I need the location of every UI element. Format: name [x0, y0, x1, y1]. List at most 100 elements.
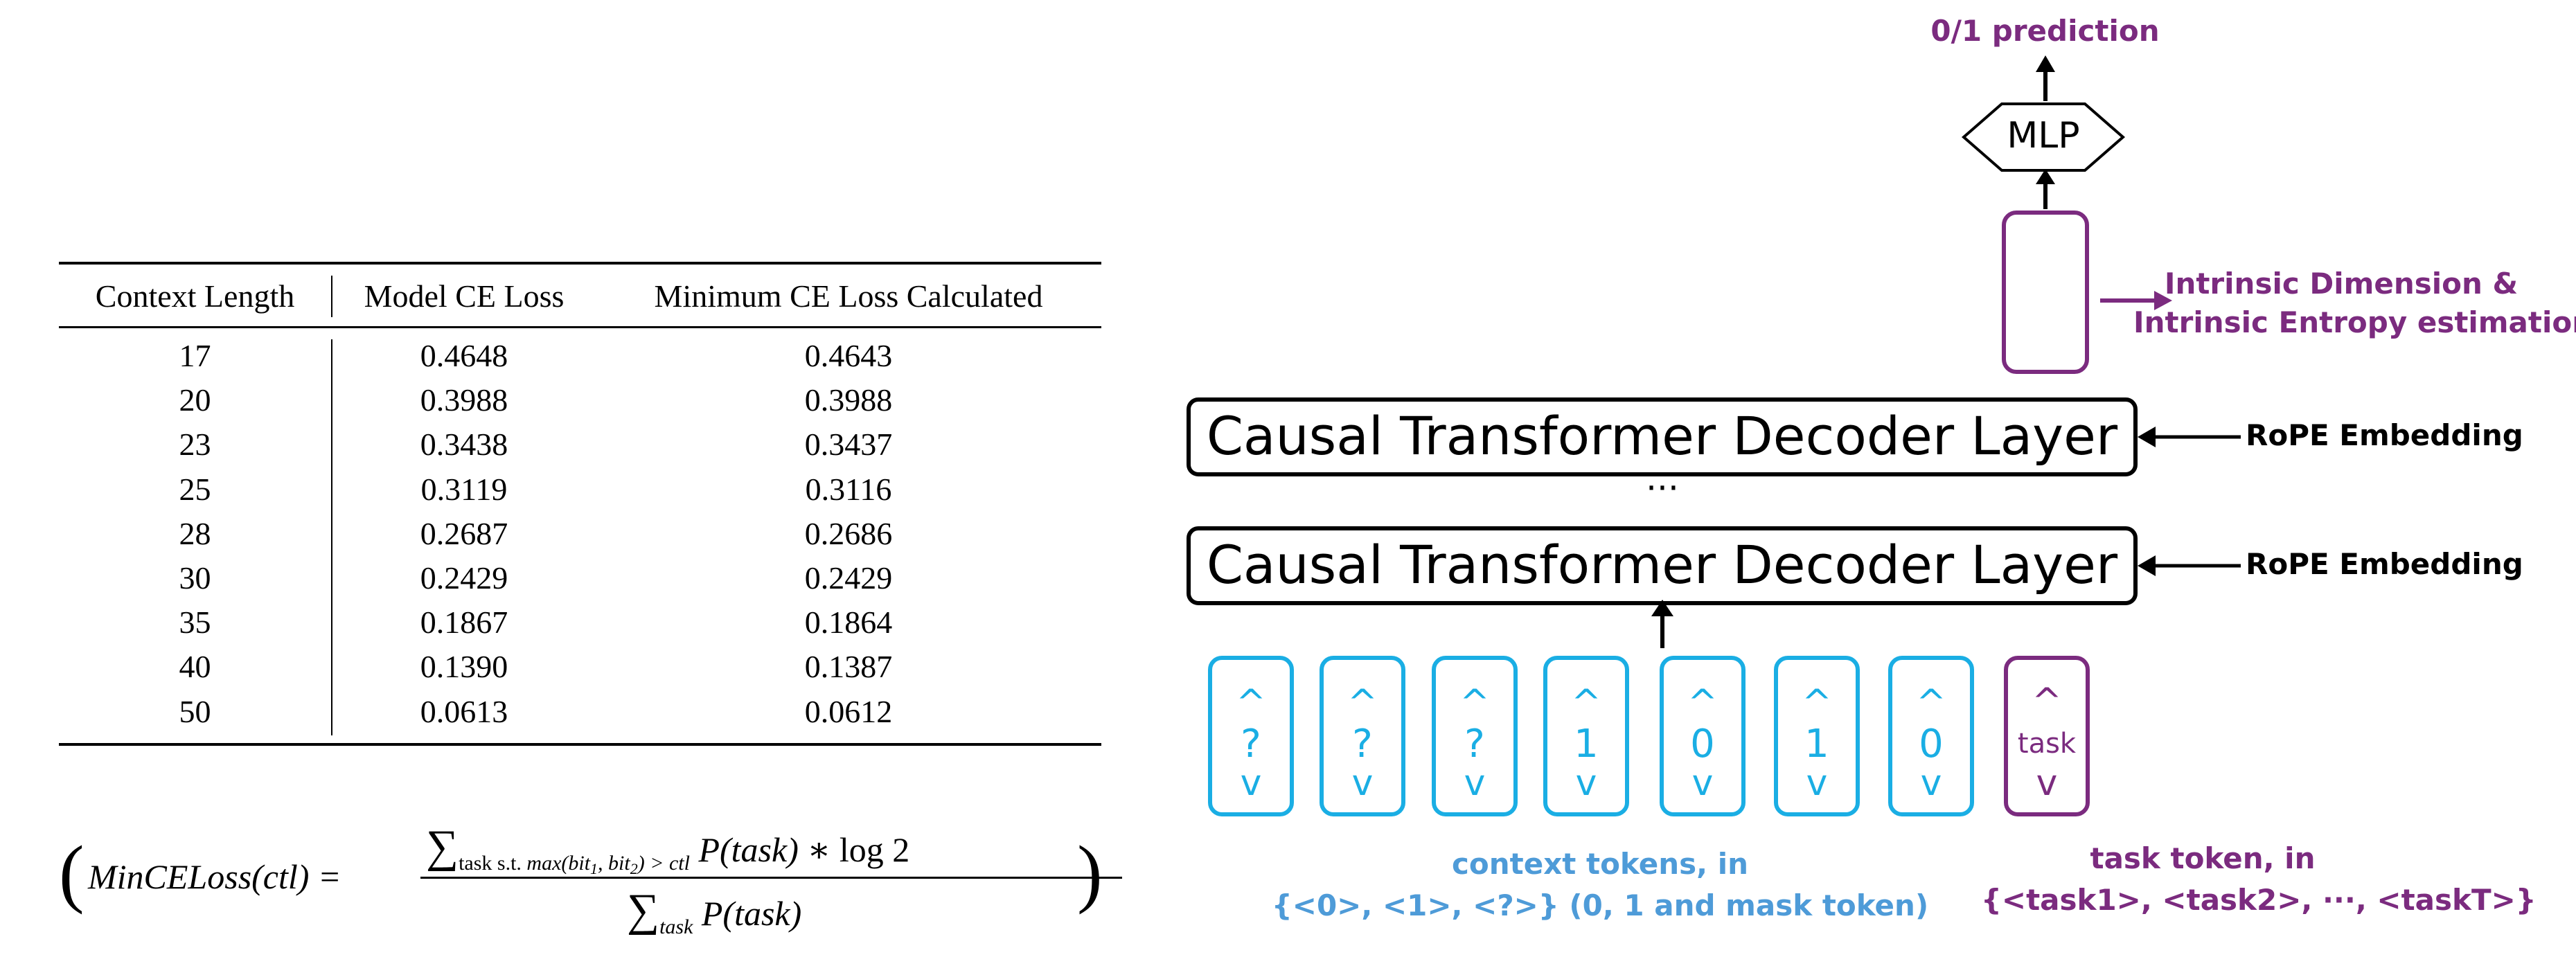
- token-caret: ^: [1802, 682, 1832, 724]
- decoder-layer-top-label: Causal Transformer Decoder Layer: [1206, 405, 2118, 467]
- context-token: ^ 0 v: [1660, 656, 1746, 816]
- cell-model-ce-loss: 0.2687: [420, 515, 508, 551]
- table-row: 23 0.3438 0.3437: [59, 422, 1101, 467]
- token-symbol: ?: [1464, 722, 1485, 767]
- cell-context-length: 23: [179, 427, 211, 463]
- formula-lhs: MinCELoss(ctl) =: [88, 857, 341, 896]
- formula-close-paren: ): [1077, 830, 1103, 915]
- cell-minimum-ce-loss: 0.1864: [804, 605, 893, 641]
- cell-minimum-ce-loss: 0.3988: [804, 382, 893, 418]
- context-token: ^? v: [1320, 656, 1405, 816]
- token-vee: v: [1920, 762, 1942, 804]
- context-caption-line1: context tokens, in: [1452, 847, 1748, 881]
- denominator-probability: P(task): [701, 894, 802, 933]
- token-symbol: 0: [1919, 722, 1944, 767]
- table-mid-rule: [59, 326, 1101, 328]
- numerator-sum-symbol: ∑: [426, 821, 459, 872]
- header-context-length: Context Length: [95, 278, 295, 314]
- intrinsic-label-line2: Intrinsic Entropy estimation: [2133, 305, 2576, 339]
- rope-embedding-bottom: RoPE Embedding: [2246, 547, 2523, 581]
- cell-context-length: 35: [179, 605, 211, 641]
- token-caret: ^: [1236, 682, 1266, 724]
- table-row: 50 0.0613 0.0612: [59, 690, 1101, 734]
- embedding-vector-box: [2002, 211, 2089, 374]
- formula-denominator: ∑task P(task): [627, 884, 801, 939]
- cell-minimum-ce-loss: 0.2429: [804, 560, 893, 596]
- context-token: ^ 1 v: [1543, 656, 1629, 816]
- formula-numerator: ∑task s.t. max(bit1, bit2) > ctl P(task)…: [426, 821, 910, 877]
- token-vee: v: [1240, 762, 1262, 804]
- mlp-hexagon: [1961, 102, 2126, 172]
- task-token-vee: v: [2036, 762, 2058, 804]
- denominator-sub: task: [659, 915, 693, 938]
- cell-model-ce-loss: 0.2429: [420, 560, 508, 596]
- formula-open-paren: (: [59, 830, 85, 915]
- header-model-ce-loss: Model CE Loss: [364, 278, 565, 314]
- layer-ellipsis: ···: [1646, 468, 1679, 508]
- architecture-diagram: 0/1 prediction MLP Intrinsic Dimension &…: [1164, 0, 2576, 957]
- cell-model-ce-loss: 0.3988: [420, 382, 508, 418]
- cell-model-ce-loss: 0.4648: [420, 338, 508, 373]
- cell-minimum-ce-loss: 0.1387: [804, 649, 893, 685]
- task-token: ^ task v: [2004, 656, 2090, 816]
- numerator-sub-expr: max(bit: [526, 852, 591, 875]
- token-caret: ^: [1687, 682, 1718, 724]
- token-caret: ^: [1916, 682, 1946, 724]
- cell-minimum-ce-loss: 0.2686: [804, 515, 893, 551]
- token-vee: v: [1575, 762, 1597, 804]
- token-vee: v: [1351, 762, 1374, 804]
- table-bottom-rule: [59, 743, 1101, 746]
- rope-embedding-top: RoPE Embedding: [2246, 418, 2523, 452]
- token-symbol: 1: [1574, 722, 1599, 767]
- mlp-label: MLP: [2007, 115, 2080, 156]
- cell-model-ce-loss: 0.3119: [420, 471, 508, 507]
- cell-model-ce-loss: 0.1390: [420, 649, 508, 685]
- task-token-caret: ^: [2032, 681, 2062, 722]
- cell-context-length: 20: [179, 382, 211, 418]
- task-caption-line2: {<task1>, <task2>, ···, <taskT>}: [1981, 883, 2537, 917]
- table-row: 28 0.2687 0.2686: [59, 512, 1101, 556]
- table-top-rule: [59, 262, 1101, 265]
- fraction-bar: [420, 877, 1122, 879]
- numerator-log: ∗ log 2: [807, 830, 910, 869]
- table-row: 25 0.3119 0.3116: [59, 467, 1101, 512]
- cell-context-length: 17: [179, 338, 211, 373]
- context-token: ^? v: [1208, 656, 1294, 816]
- table-row: 20 0.3988 0.3988: [59, 378, 1101, 422]
- table-row: 17 0.4648 0.4643: [59, 334, 1101, 378]
- table-row: 40 0.1390 0.1387: [59, 645, 1101, 689]
- context-token: ^? v: [1432, 656, 1518, 816]
- min-ce-loss-formula: ( MinCELoss(ctl) = ∑task s.t. max(bit1, …: [59, 821, 1122, 938]
- cell-model-ce-loss: 0.1867: [420, 605, 508, 641]
- intrinsic-label: Intrinsic Dimension & Intrinsic Entropy …: [2133, 265, 2576, 342]
- token-symbol: 1: [1804, 722, 1829, 767]
- cell-minimum-ce-loss: 0.3437: [804, 427, 893, 463]
- denominator-sum-symbol: ∑: [627, 885, 660, 936]
- cell-minimum-ce-loss: 0.4643: [804, 338, 893, 373]
- context-caption: context tokens, in {<0>, <1>, <?>} (0, 1…: [1226, 843, 1974, 927]
- context-token: ^ 1 v: [1774, 656, 1860, 816]
- token-symbol: ?: [1241, 722, 1261, 767]
- cell-context-length: 28: [179, 515, 211, 551]
- token-vee: v: [1806, 762, 1828, 804]
- cell-model-ce-loss: 0.3438: [420, 427, 508, 463]
- token-vee: v: [1691, 762, 1714, 804]
- output-label: 0/1 prediction: [1930, 14, 2160, 48]
- header-minimum-ce-loss: Minimum CE Loss Calculated: [654, 278, 1043, 314]
- context-token: ^ 0 v: [1888, 656, 1974, 816]
- table-row: 30 0.2429 0.2429: [59, 556, 1101, 600]
- cell-context-length: 40: [179, 649, 211, 685]
- table-body-divider: [331, 339, 332, 735]
- cell-context-length: 25: [179, 471, 211, 507]
- cell-minimum-ce-loss: 0.0612: [804, 693, 893, 729]
- task-caption: task token, in {<task1>, <task2>, ···, <…: [1981, 838, 2537, 921]
- token-vee: v: [1464, 762, 1486, 804]
- table-row: 35 0.1867 0.1864: [59, 600, 1101, 645]
- diagram-graphics: [1187, 55, 2241, 648]
- context-caption-line2: {<0>, <1>, <?>} (0, 1 and mask token): [1271, 888, 1929, 922]
- task-caption-line1: task token, in: [2090, 841, 2316, 875]
- table-header-divider: [331, 276, 332, 317]
- cell-context-length: 30: [179, 560, 211, 596]
- decoder-layer-bottom-label: Causal Transformer Decoder Layer: [1206, 534, 2118, 596]
- token-symbol: ?: [1352, 722, 1373, 767]
